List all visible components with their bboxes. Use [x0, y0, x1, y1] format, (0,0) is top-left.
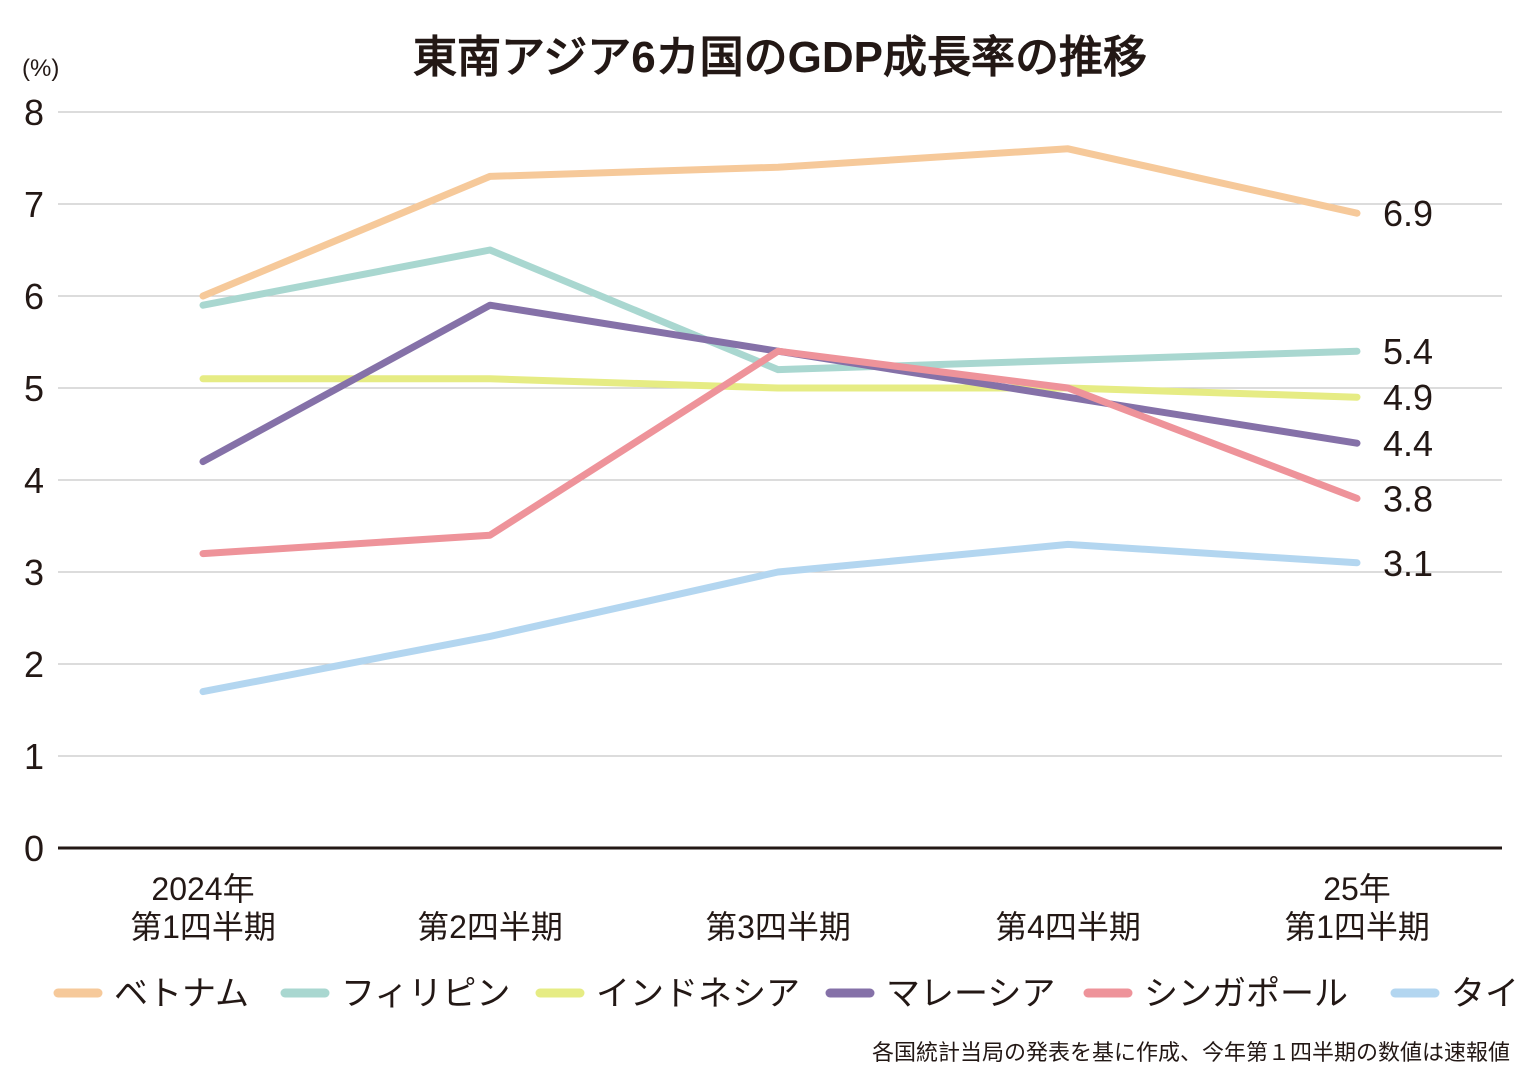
end-value-label: 6.9 — [1383, 193, 1433, 234]
series-lines — [199, 145, 1361, 696]
chart-title: 東南アジア6カ国のGDP成長率の推移 — [413, 33, 1147, 82]
x-tick-label: 2024年 — [151, 871, 254, 907]
y-axis-unit: (%) — [22, 55, 59, 82]
source-note: 各国統計当局の発表を基に作成、今年第１四半期の数値は速報値 — [872, 1040, 1510, 1065]
x-tick-label: 第2四半期 — [417, 909, 563, 945]
y-tick-label: 1 — [24, 736, 44, 777]
series-line-5 — [199, 540, 1361, 696]
x-tick-label: 第4四半期 — [995, 909, 1141, 945]
y-tick-label: 2 — [24, 644, 44, 685]
y-tick-label: 7 — [24, 184, 44, 225]
end-value-label: 5.4 — [1383, 331, 1433, 372]
legend-label: フィリピン — [341, 975, 510, 1013]
y-tick-label: 4 — [24, 460, 44, 501]
end-labels: 6.9 5.4 4.9 4.4 3.8 3.1 — [1383, 193, 1433, 584]
series-line-3 — [199, 301, 1361, 466]
legend-label: タイ — [1451, 975, 1519, 1013]
y-tick-label: 6 — [24, 276, 44, 317]
x-tick-label: 第1四半期 — [1284, 909, 1430, 945]
y-tick-label: 0 — [24, 828, 44, 869]
end-value-label: 4.9 — [1383, 377, 1433, 418]
x-tick-label: 第1四半期 — [130, 909, 276, 945]
legend-label: シンガポール — [1144, 975, 1348, 1013]
gridlines — [58, 111, 1502, 850]
legend-label: インドネシア — [596, 975, 800, 1013]
end-value-label: 3.1 — [1383, 543, 1433, 584]
end-value-label: 4.4 — [1383, 423, 1433, 464]
x-tick-label: 第3四半期 — [705, 909, 851, 945]
y-tick-label: 3 — [24, 552, 44, 593]
y-axis-ticks: 0 1 2 3 4 5 6 7 8 — [24, 92, 44, 869]
legend-label: ベトナム — [114, 975, 249, 1013]
end-value-label: 3.8 — [1383, 478, 1433, 519]
legend: ベトナム フィリピン インドネシア マレーシア シンガポール タイ — [53, 975, 1519, 1013]
y-tick-label: 8 — [24, 92, 44, 133]
y-tick-label: 5 — [24, 368, 44, 409]
x-tick-label: 25年 — [1323, 871, 1391, 907]
legend-label: マレーシア — [886, 975, 1055, 1013]
